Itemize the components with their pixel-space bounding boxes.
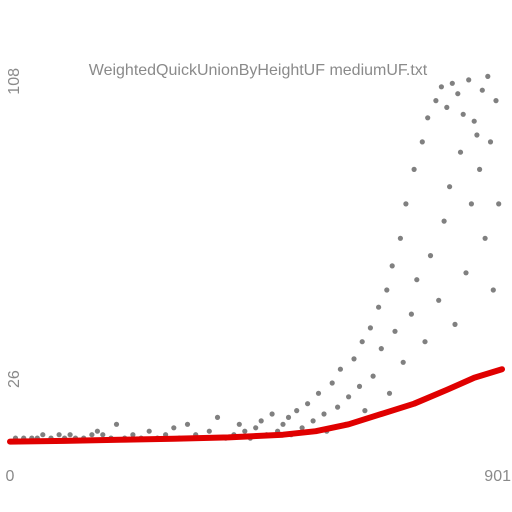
scatter-point — [94, 428, 100, 434]
scatter-point — [389, 263, 395, 269]
x-tick-label-max: 901 — [484, 468, 511, 485]
scatter-point — [299, 425, 305, 431]
scatter-point — [184, 421, 191, 427]
scatter-point — [427, 253, 434, 259]
x-tick-label-min: 0 — [6, 468, 15, 485]
scatter-point — [444, 104, 450, 110]
scatter-point — [386, 390, 393, 396]
scatter-point — [356, 383, 363, 389]
scatter-point — [130, 432, 136, 438]
scatter-point — [487, 139, 494, 145]
scatter-point — [397, 235, 403, 241]
scatter-point — [294, 408, 300, 414]
y-tick-label-max: 108 — [6, 68, 23, 95]
scatter-point — [425, 115, 431, 121]
trend-line — [7, 366, 505, 445]
scatter-point — [463, 270, 469, 276]
scatter-point — [493, 98, 499, 104]
scatter-point — [206, 428, 212, 434]
scatter-point — [457, 149, 464, 155]
scatter-points — [12, 73, 502, 441]
scatter-point — [378, 346, 384, 352]
scatter-point — [171, 425, 177, 431]
scatter-point — [496, 201, 502, 207]
scatter-point — [56, 432, 62, 438]
scatter-point — [362, 408, 368, 414]
scatter-point — [485, 73, 491, 79]
scatter-point — [269, 411, 275, 417]
scatter-point — [113, 421, 120, 427]
scatter-point — [253, 425, 259, 431]
scatter-point — [422, 339, 428, 345]
scatter-point — [89, 432, 95, 438]
scatter-point — [455, 91, 461, 97]
scatter-point — [242, 428, 248, 434]
scatter-point — [376, 304, 382, 310]
scatter-point — [310, 418, 316, 424]
scatter-point — [214, 414, 221, 420]
scatter-point — [367, 325, 373, 331]
scatter-point — [408, 311, 414, 317]
scatter-point — [477, 166, 483, 172]
scatter-point — [67, 432, 73, 438]
scatter-point — [433, 98, 439, 104]
scatter-point — [258, 418, 264, 424]
scatter-point — [449, 80, 455, 86]
scatter-point — [100, 432, 106, 438]
scatter-point — [471, 118, 477, 124]
scatter-point — [400, 359, 406, 365]
scatter-point — [474, 132, 480, 138]
y-tick-label-26: 26 — [6, 370, 23, 388]
scatter-point — [321, 411, 327, 417]
scatter-point — [351, 356, 357, 362]
scatter-point — [329, 380, 335, 386]
scatter-point — [436, 297, 442, 303]
scatter-point — [403, 201, 409, 207]
scatter-point — [392, 328, 398, 334]
scatter-point — [280, 421, 286, 427]
scatter-point — [466, 77, 472, 83]
scatter-point — [305, 401, 311, 407]
scatter-point — [335, 404, 341, 410]
scatter-point — [441, 218, 447, 224]
scatter-point — [315, 390, 322, 396]
scatter-point — [482, 235, 488, 241]
scatter-point — [411, 166, 417, 172]
scatter-point — [447, 184, 453, 190]
scatter-point — [40, 432, 46, 438]
scatter-point — [490, 287, 496, 293]
scatter-point — [460, 111, 466, 117]
scatter-point — [479, 87, 485, 93]
scatter-point — [346, 394, 352, 400]
scatter-point — [359, 339, 365, 345]
scatter-point — [370, 373, 376, 379]
chart-title: WeightedQuickUnionByHeightUF mediumUF.tx… — [89, 62, 428, 79]
scatter-point — [285, 414, 292, 420]
scatter-point — [384, 287, 390, 293]
scatter-point — [438, 84, 444, 90]
scatter-point — [337, 366, 343, 372]
scatter-point — [452, 321, 458, 327]
scatter-point — [146, 428, 152, 434]
scatter-point — [414, 277, 420, 283]
scatter-point — [468, 201, 474, 207]
scatter-point — [419, 139, 425, 145]
scatter-point — [236, 421, 242, 427]
